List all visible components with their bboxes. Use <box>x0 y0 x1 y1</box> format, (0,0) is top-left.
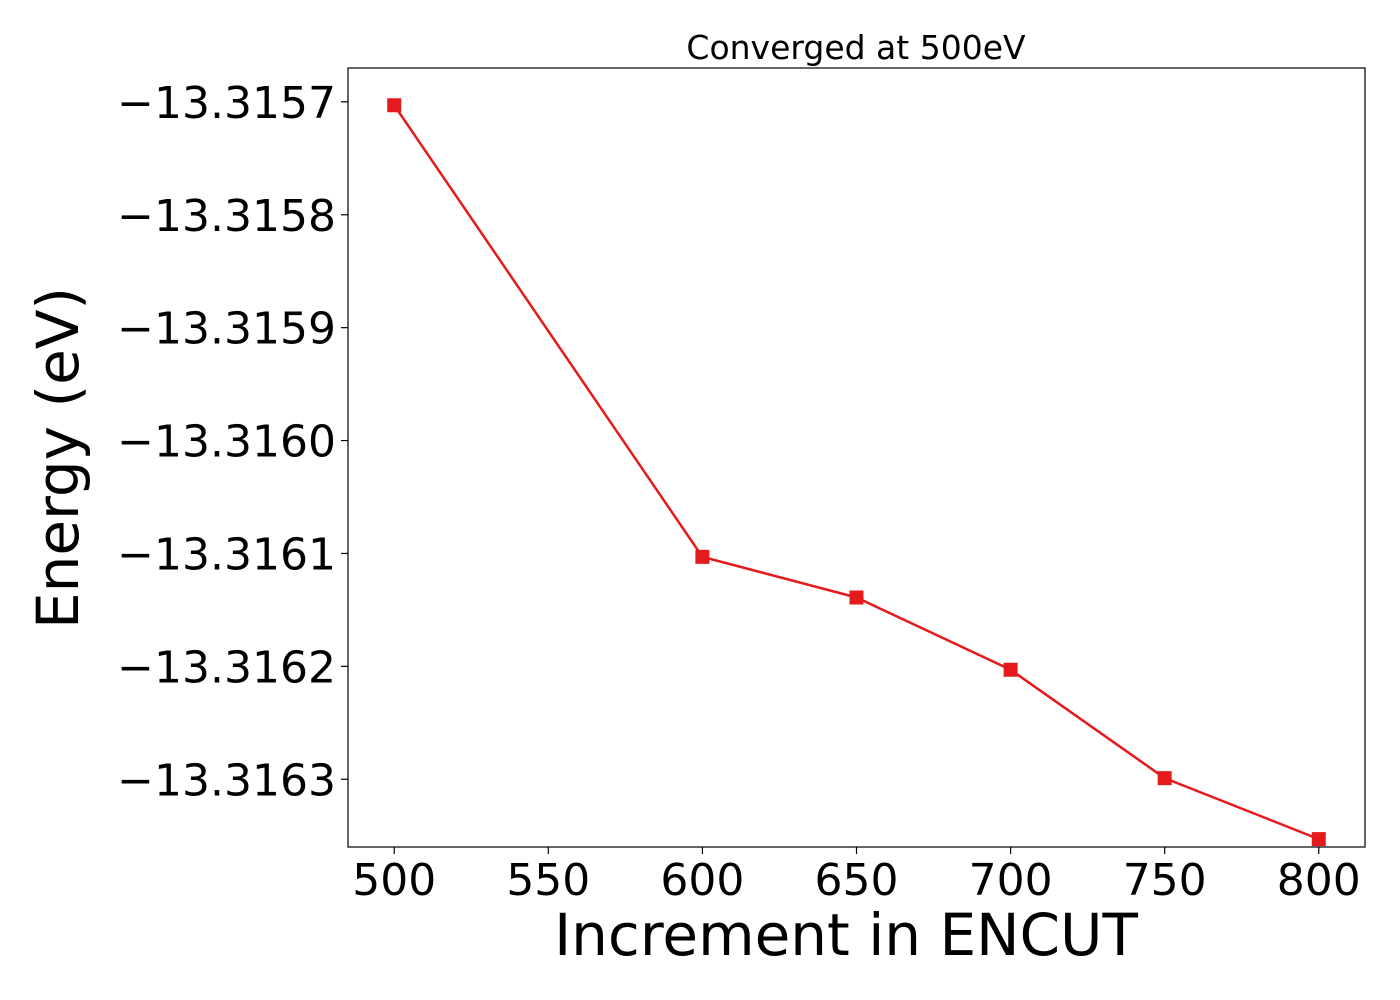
y-axis-label: Energy (eV) <box>24 287 92 629</box>
x-tick-label: 550 <box>506 855 590 906</box>
data-point <box>1311 832 1326 847</box>
series-line <box>393 104 1320 841</box>
y-tick-label: −13.3163 <box>117 755 336 806</box>
x-tick-label: 500 <box>352 855 436 906</box>
x-tick-label: 650 <box>815 855 899 906</box>
plot-frame <box>347 67 1366 848</box>
data-point <box>387 98 402 113</box>
data-point <box>695 549 710 564</box>
y-tick-label: −13.3161 <box>117 529 336 580</box>
y-tick-label: −13.3158 <box>117 191 336 242</box>
data-point <box>849 590 864 605</box>
x-tick-label: 700 <box>969 855 1053 906</box>
y-tick-label: −13.3159 <box>117 304 336 355</box>
x-tick-label: 750 <box>1123 855 1207 906</box>
data-point <box>1003 662 1018 677</box>
y-tick-label: −13.3160 <box>117 417 336 468</box>
x-tick-label: 600 <box>660 855 744 906</box>
x-axis: 500 550 600 650 700 750 800 <box>352 847 1361 906</box>
data-point <box>1157 771 1172 786</box>
x-axis-label: Increment in ENCUT <box>554 901 1138 969</box>
y-tick-label: −13.3162 <box>117 642 336 693</box>
y-tick-label: −13.3157 <box>117 78 336 129</box>
plot-area <box>387 98 1326 847</box>
y-axis: −13.3157 −13.3158 −13.3159 −13.3160 −13.3161… <box>117 78 348 806</box>
x-tick-label: 800 <box>1277 855 1361 906</box>
chart-title: Converged at 500eV <box>686 28 1026 67</box>
